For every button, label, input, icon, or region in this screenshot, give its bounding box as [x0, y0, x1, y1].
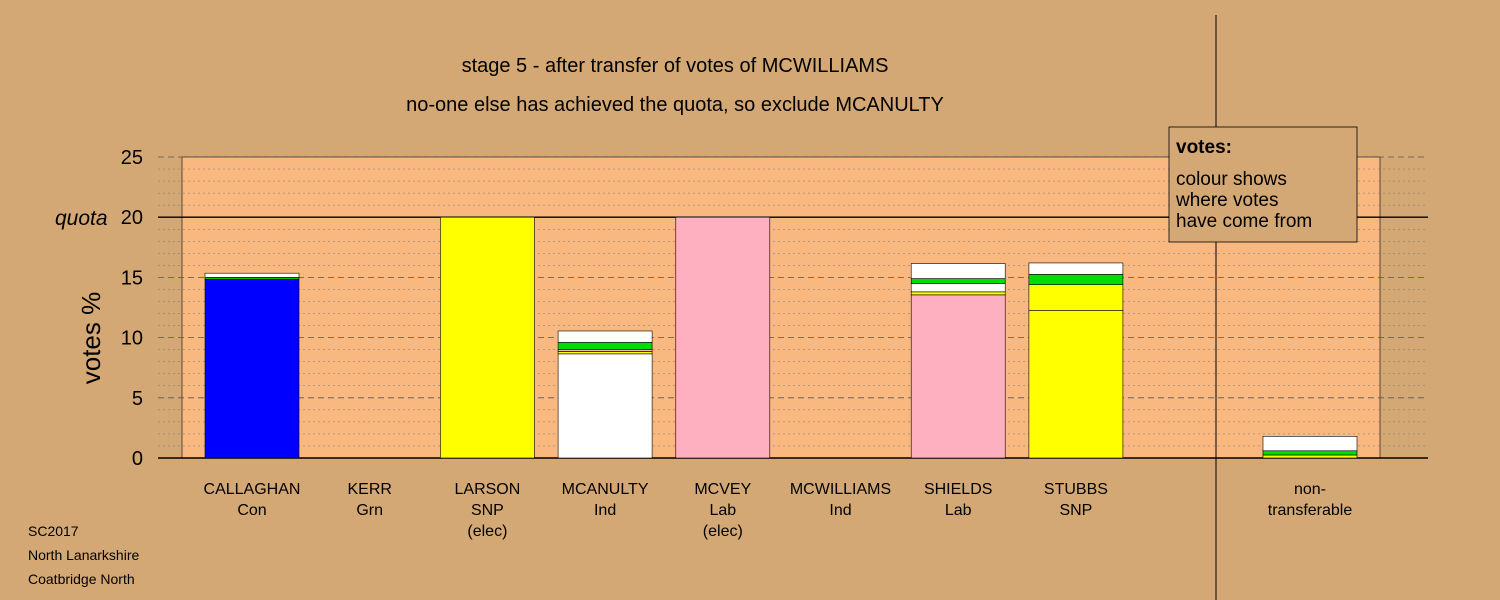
candidate-party: SNP [471, 502, 504, 519]
candidate-name: CALLAGHAN [204, 481, 301, 498]
bar-segment [675, 216, 771, 459]
candidate-name: MCWILLIAMS [790, 481, 891, 498]
legend-title: votes: [1176, 137, 1232, 158]
bar-segment [910, 283, 1006, 293]
footer-council: North Lanarkshire [28, 547, 139, 563]
legend: votes: colour shows where votes have com… [1168, 126, 1358, 243]
y-tick-label: 5 [132, 388, 143, 410]
bar-segment [910, 294, 1006, 459]
x-axis-labels: CALLAGHAN Con KERR Grn LARSON SNP (elec) MCANUL… [204, 481, 1353, 540]
y-axis: 0 5 10 15 20 25 quota [55, 147, 143, 470]
chart-title: stage 5 - after transfer of votes of MCW… [462, 55, 889, 77]
y-tick-label: 25 [121, 147, 143, 169]
quota-label: quota [55, 207, 108, 230]
candidate-name: MCVEY [694, 481, 751, 498]
legend-line: where votes [1175, 190, 1278, 211]
y-tick-label: 10 [121, 328, 143, 350]
nontransferable-label: non- [1294, 481, 1326, 498]
bar-segment [1028, 262, 1124, 275]
bar-segment [1028, 274, 1124, 285]
bars-group [204, 216, 1358, 459]
candidate-party: Ind [594, 502, 616, 519]
bar-segment [557, 353, 653, 459]
candidate-name: LARSON [455, 481, 521, 498]
footer-source: SC2017 [28, 523, 79, 539]
bar-segment [557, 342, 653, 350]
candidate-status: (elec) [467, 523, 507, 540]
candidate-name: KERR [347, 481, 391, 498]
y-tick-label: 20 [121, 207, 143, 229]
bar-segment [557, 330, 653, 343]
bar-segment [204, 272, 300, 278]
candidate-name: SHIELDS [924, 481, 992, 498]
candidate-party: Ind [829, 502, 851, 519]
bar-segment [910, 291, 1006, 296]
candidate-name: MCANULTY [562, 481, 649, 498]
legend-line: colour shows [1176, 169, 1287, 190]
chart-subtitle: no-one else has achieved the quota, so e… [406, 94, 944, 116]
y-tick-label: 15 [121, 267, 143, 289]
legend-box [1168, 126, 1358, 243]
bar-segment [1028, 310, 1124, 459]
candidate-party: SNP [1059, 502, 1092, 519]
bar-segment [204, 278, 300, 459]
nontransferable-segment [1262, 454, 1358, 459]
candidate-party: Lab [709, 502, 736, 519]
footer-ward: Coatbridge North [28, 571, 135, 587]
y-axis-title: votes % [76, 292, 106, 385]
nontransferable-segment [1262, 436, 1358, 452]
bar-segment [557, 351, 653, 355]
bar-segment [910, 278, 1006, 284]
nontransferable-segment [1262, 450, 1358, 456]
bar-segment [910, 263, 1006, 279]
bar-segment [1028, 284, 1124, 311]
bar-segment [440, 216, 535, 459]
grid-lines [158, 156, 1428, 459]
y-tick-label: 0 [132, 448, 143, 470]
nontransferable-label: transferable [1268, 502, 1353, 519]
candidate-status: (elec) [703, 523, 743, 540]
legend-line: have come from [1176, 211, 1312, 232]
candidate-name: STUBBS [1044, 481, 1108, 498]
candidate-party: Con [237, 502, 266, 519]
candidate-party: Grn [356, 502, 383, 519]
candidate-party: Lab [945, 502, 972, 519]
